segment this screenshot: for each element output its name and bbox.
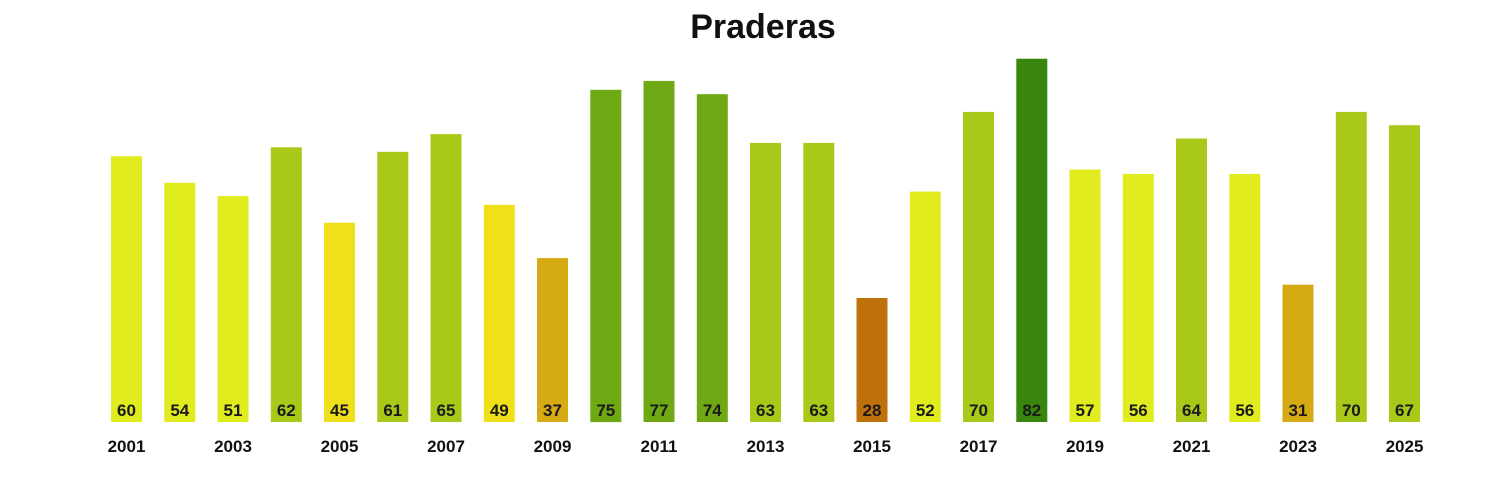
x-tick-2017: 2017	[960, 437, 998, 456]
value-label-2009: 37	[543, 401, 562, 420]
value-label-2018: 82	[1022, 401, 1041, 420]
bar-2019	[1069, 169, 1101, 422]
value-label-2005: 45	[330, 401, 349, 420]
bar-2006	[377, 151, 409, 423]
x-tick-2025: 2025	[1386, 437, 1424, 456]
value-label-2023: 31	[1289, 401, 1308, 420]
bar-2023	[1282, 284, 1314, 422]
x-tick-2005: 2005	[321, 437, 359, 456]
value-label-2012: 74	[703, 401, 722, 420]
chart-title: Praderas	[690, 8, 836, 46]
value-label-2022: 56	[1235, 401, 1254, 420]
x-tick-2009: 2009	[534, 437, 572, 456]
bar-2021	[1176, 138, 1207, 422]
value-label-2024: 70	[1342, 401, 1361, 420]
bar-2004	[270, 147, 302, 423]
bar-2007	[430, 134, 462, 422]
value-label-2006: 61	[383, 401, 402, 420]
bar-2017	[963, 111, 994, 423]
bar-2011	[643, 80, 675, 423]
value-label-2010: 75	[596, 401, 615, 420]
bar-2008	[483, 204, 515, 422]
value-labels-group: 60 54 51 62 45 61 65 49 37 75 77 74 63 63 28 52 70 82 57 56…	[117, 401, 1414, 420]
value-label-2003: 51	[224, 401, 243, 420]
x-tick-2023: 2023	[1279, 437, 1317, 456]
value-label-2015: 28	[863, 401, 882, 420]
value-label-2002: 54	[170, 401, 189, 420]
x-tick-2015: 2015	[853, 437, 891, 456]
bar-2016	[909, 191, 941, 422]
bar-2020	[1122, 173, 1154, 422]
bar-2009	[537, 258, 568, 422]
value-label-2020: 56	[1129, 401, 1148, 420]
bar-2022	[1229, 173, 1261, 422]
x-tick-2003: 2003	[214, 437, 252, 456]
bar-2013	[750, 142, 781, 422]
bar-2003	[217, 196, 249, 422]
value-label-2016: 52	[916, 401, 935, 420]
bar-2005	[324, 222, 355, 422]
value-label-2019: 57	[1076, 401, 1095, 420]
bars-group	[111, 58, 1420, 423]
value-label-2025: 67	[1395, 401, 1414, 420]
bar-2025	[1389, 125, 1420, 422]
bar-2012	[696, 94, 728, 422]
x-tick-2021: 2021	[1173, 437, 1211, 456]
bar-2015	[856, 298, 888, 422]
value-label-2011: 77	[650, 401, 669, 420]
bar-2010	[590, 89, 622, 423]
value-label-2014: 63	[809, 401, 828, 420]
x-tick-2001: 2001	[108, 437, 146, 456]
bar-2014	[803, 142, 835, 422]
x-tick-2007: 2007	[427, 437, 465, 456]
value-label-2013: 63	[756, 401, 775, 420]
bar-2001	[111, 156, 142, 422]
value-label-2004: 62	[277, 401, 296, 420]
x-axis-ticks: 2001 2003 2005 2007 2009 2011 2013 2015 2017 2019…	[108, 437, 1424, 456]
bar-2002	[164, 182, 196, 422]
x-tick-2011: 2011	[641, 437, 678, 456]
bar-2018	[1016, 58, 1048, 422]
x-tick-2013: 2013	[747, 437, 785, 456]
bar-2024	[1335, 111, 1367, 423]
value-label-2007: 65	[437, 401, 456, 420]
value-label-2008: 49	[490, 401, 509, 420]
value-label-2017: 70	[969, 401, 988, 420]
x-tick-2019: 2019	[1066, 437, 1104, 456]
value-label-2021: 64	[1182, 401, 1201, 420]
value-label-2001: 60	[117, 401, 136, 420]
